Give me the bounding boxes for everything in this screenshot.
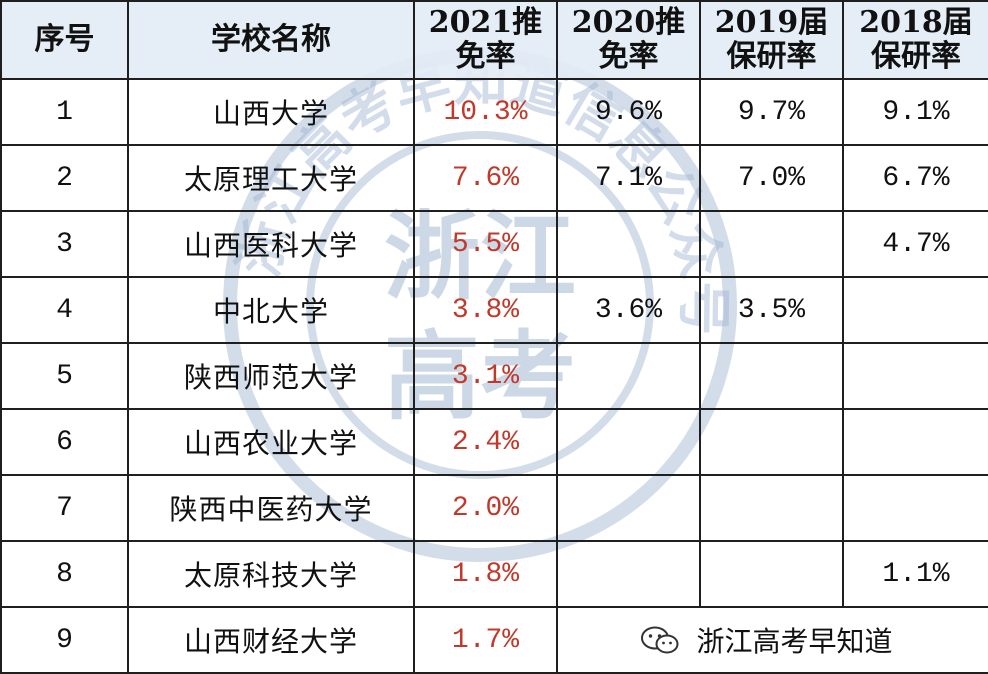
rate-2021: 1.7% [413, 606, 558, 674]
source-label: 浙江高考早知道 [696, 625, 893, 658]
header-index: 序号 [0, 0, 129, 80]
school-name: 中北大学 [127, 276, 415, 344]
wechat-icon [640, 626, 679, 654]
table-body: 1 山西大学 10.3% 9.6% 9.7% 9.1% 2 太原理工大学 7.6… [0, 78, 988, 674]
school-name: 山西农业大学 [127, 408, 415, 476]
row-index: 7 [0, 474, 129, 542]
rate-2018: 6.7% [842, 144, 988, 212]
row-index: 5 [0, 342, 129, 410]
rate-2018: 4.7% [842, 210, 988, 278]
row-index: 1 [0, 78, 129, 146]
rate-2020: 9.6% [556, 78, 701, 146]
rate-2021: 7.6% [413, 144, 558, 212]
header-2018-rate: 2018届 保研率 [842, 0, 988, 80]
rate-2020: 3.6% [556, 276, 701, 344]
school-name: 山西财经大学 [127, 606, 415, 674]
rate-2020 [556, 540, 701, 608]
row-index: 9 [0, 606, 129, 674]
row-index: 2 [0, 144, 129, 212]
table-row: 6 山西农业大学 2.4% [0, 408, 988, 476]
header-school: 学校名称 [127, 0, 415, 80]
rate-2020: 7.1% [556, 144, 701, 212]
table-header: 序号 学校名称 2021推 免率 2020推 免率 2019届 保研率 2018… [0, 0, 988, 80]
table-row: 9 山西财经大学 1.7% 浙江高考早知道 [0, 606, 988, 674]
rate-2019 [699, 540, 844, 608]
header-row: 序号 学校名称 2021推 免率 2020推 免率 2019届 保研率 2018… [0, 0, 988, 80]
header-2019-line1: 2019届 [714, 5, 829, 40]
source-credit: 浙江高考早知道 [556, 606, 988, 674]
rate-2019: 9.7% [699, 78, 844, 146]
header-2020-rate: 2020推 免率 [556, 0, 701, 80]
rate-2018 [842, 276, 988, 344]
school-name: 陕西中医药大学 [127, 474, 415, 542]
rate-2021: 2.0% [413, 474, 558, 542]
rate-2019: 3.5% [699, 276, 844, 344]
rate-2018: 9.1% [842, 78, 988, 146]
rate-2021: 1.8% [413, 540, 558, 608]
rate-2021: 2.4% [413, 408, 558, 476]
rate-2021: 3.8% [413, 276, 558, 344]
header-2021-line1: 2021推 [428, 5, 543, 40]
row-index: 6 [0, 408, 129, 476]
header-2021-rate: 2021推 免率 [413, 0, 558, 80]
rate-2019: 7.0% [699, 144, 844, 212]
rate-2019 [699, 342, 844, 410]
header-2021-line2: 免率 [455, 39, 516, 74]
row-index: 4 [0, 276, 129, 344]
table-row: 7 陕西中医药大学 2.0% [0, 474, 988, 542]
table-row: 1 山西大学 10.3% 9.6% 9.7% 9.1% [0, 78, 988, 146]
table-row: 3 山西医科大学 5.5% 4.7% [0, 210, 988, 278]
table-row: 4 中北大学 3.8% 3.6% 3.5% [0, 276, 988, 344]
rate-2019 [699, 474, 844, 542]
rate-2020 [556, 210, 701, 278]
school-name: 山西医科大学 [127, 210, 415, 278]
rate-2018: 1.1% [842, 540, 988, 608]
header-2018-line2: 保研率 [871, 39, 961, 74]
header-2020-line2: 免率 [598, 39, 659, 74]
rate-2021: 10.3% [413, 78, 558, 146]
rate-2020 [556, 408, 701, 476]
rate-2018 [842, 342, 988, 410]
table-row: 2 太原理工大学 7.6% 7.1% 7.0% 6.7% [0, 144, 988, 212]
header-2019-rate: 2019届 保研率 [699, 0, 844, 80]
header-2018-line1: 2018届 [859, 5, 973, 40]
header-2019-line2: 保研率 [726, 39, 817, 74]
rate-2018 [842, 408, 988, 476]
school-name: 太原理工大学 [127, 144, 415, 212]
school-name: 陕西师范大学 [127, 342, 415, 410]
row-index: 3 [0, 210, 129, 278]
rate-2019 [699, 408, 844, 476]
school-name: 太原科技大学 [127, 540, 415, 608]
rate-2021: 3.1% [413, 342, 558, 410]
rate-2019 [699, 210, 844, 278]
rate-2021: 5.5% [413, 210, 558, 278]
rate-2020 [556, 474, 701, 542]
table-row: 5 陕西师范大学 3.1% [0, 342, 988, 410]
rate-2018 [842, 474, 988, 542]
table-row: 8 太原科技大学 1.8% 1.1% [0, 540, 988, 608]
header-2020-line1: 2020推 [571, 5, 686, 40]
row-index: 8 [0, 540, 129, 608]
school-name: 山西大学 [127, 78, 415, 146]
rate-2020 [556, 342, 701, 410]
